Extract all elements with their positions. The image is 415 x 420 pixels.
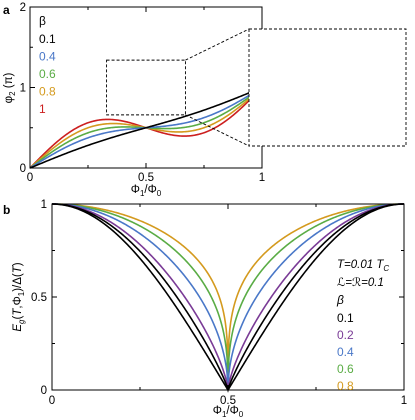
zoom-connector-lines xyxy=(185,28,250,147)
legend-entry-beta-0.4: 0.4 xyxy=(337,345,354,359)
panel-a-ylabel: φ2 (π) xyxy=(3,72,17,103)
zoom-connector-bottom xyxy=(185,114,250,147)
svg-text:Eg(T,Φ1)/Δ(T): Eg(T,Φ1)/Δ(T) xyxy=(12,262,26,331)
series-line-beta-0.1 xyxy=(29,86,263,169)
x-tick-label: 0.5 xyxy=(138,172,154,184)
panel-a-legend-title: β xyxy=(39,14,46,28)
zoom-inset-frame xyxy=(248,28,407,147)
legend-entry-beta-0.2: 0.2 xyxy=(337,328,354,342)
legend-entry-beta-0.4: 0.4 xyxy=(39,50,56,64)
zoom-series-line-beta-0.4 xyxy=(249,163,406,184)
svg-text:φ2 (π): φ2 (π) xyxy=(3,72,17,103)
svg-text:Φ1/Φ0: Φ1/Φ0 xyxy=(131,184,162,198)
panel-b-ticks: 0 0.5 1 0 0.5 1 xyxy=(31,199,407,407)
svg-text:Φ1/Φ0: Φ1/Φ0 xyxy=(213,405,244,419)
x-tick-label: 0 xyxy=(27,172,33,184)
panel-a-xlabel: Φ1/Φ0 xyxy=(131,184,162,198)
panel-b-annotation: T=0.01 TC ℒ=ℛ=0.1 xyxy=(337,259,389,289)
legend-entry-beta-0.1: 0.1 xyxy=(39,32,56,46)
panel-b-legend-title: β xyxy=(336,293,344,307)
panel-b-letter: b xyxy=(3,203,10,217)
x-tick-label: 0.5 xyxy=(220,395,236,407)
panel-b-legend: 0.1 0.2 0.4 0.6 0.8 xyxy=(337,311,354,393)
zoom-source-box xyxy=(106,59,186,116)
zoom-inset xyxy=(248,28,407,198)
y-tick-label: 2 xyxy=(20,2,26,14)
panel-a-curves xyxy=(29,86,263,169)
y-tick-label: 1 xyxy=(41,199,47,211)
y-tick-label: 0 xyxy=(41,385,47,397)
panel-a-legend: 0.1 0.4 0.6 0.8 1 xyxy=(39,32,56,116)
panel-a-ticks: 0 0.5 1 0 1 2 xyxy=(20,2,266,184)
legend-entry-beta-0.8: 0.8 xyxy=(337,379,354,393)
annotation-temperature: T=0.01 TC xyxy=(337,259,389,273)
y-tick-label: 0 xyxy=(20,163,26,175)
legend-entry-beta-1: 1 xyxy=(39,102,46,116)
zoom-series-line-beta-1 xyxy=(249,156,406,192)
panel-a: a 0 0.5 1 0 1 2 Φ1/Φ0 φ2 (π) β 0.1 0.4 0.6 0.8 1 xyxy=(3,2,407,198)
zoom-inset-background xyxy=(249,29,406,146)
panel-a-letter: a xyxy=(3,3,10,17)
panel-b-xlabel: Φ1/Φ0 xyxy=(213,405,244,419)
y-tick-label: 1 xyxy=(20,83,26,95)
zoom-inset-curves xyxy=(249,149,406,198)
panel-b-ylabel: Eg(T,Φ1)/Δ(T) xyxy=(12,262,26,331)
x-tick-label: 1 xyxy=(401,395,407,407)
legend-entry-beta-0.6: 0.6 xyxy=(39,67,56,81)
legend-entry-beta-0.8: 0.8 xyxy=(39,85,56,99)
x-tick-label: 1 xyxy=(259,172,265,184)
annotation-lr: ℒ=ℛ=0.1 xyxy=(337,277,384,289)
zoom-series-line-beta-0.8 xyxy=(249,165,406,183)
legend-entry-beta-0.6: 0.6 xyxy=(337,362,354,376)
zoom-connector-top xyxy=(185,28,250,61)
zoom-series-line-beta-0.1 xyxy=(249,149,406,198)
panel-b: b 0 0.5 1 0 0.5 1 Φ1/Φ0 Eg(T,Φ1)/Δ(T) T=0.01 … xyxy=(3,199,407,419)
zoom-series-line-beta-0.6 xyxy=(249,172,406,176)
y-tick-label: 0.5 xyxy=(31,292,47,304)
legend-entry-beta-0.1: 0.1 xyxy=(337,311,354,325)
x-tick-label: 0 xyxy=(49,395,55,407)
